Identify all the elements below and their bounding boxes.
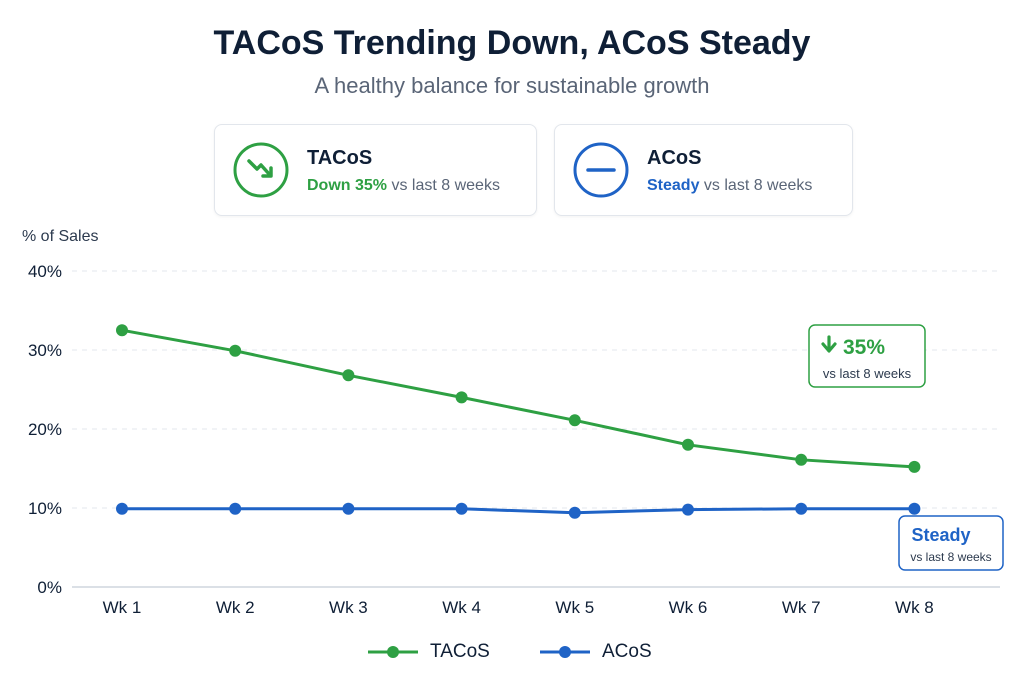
y-tick-label: 30% bbox=[28, 341, 62, 360]
chart-subtitle: A healthy balance for sustainable growth bbox=[314, 73, 710, 98]
data-point-tacos bbox=[342, 369, 355, 382]
x-tick-label: Wk 3 bbox=[329, 598, 368, 617]
legend-swatch-tacos bbox=[368, 646, 418, 658]
series-line-tacos bbox=[121, 328, 915, 469]
data-point-acos bbox=[455, 502, 468, 515]
data-point-tacos bbox=[682, 438, 694, 451]
data-point-tacos bbox=[795, 453, 808, 466]
x-tick-label: Wk 7 bbox=[782, 598, 821, 617]
acos-card-status: Steady vs last 8 weeks bbox=[647, 177, 812, 195]
data-point-tacos bbox=[568, 414, 581, 427]
chart-legend: TACoS ACoS bbox=[0, 640, 1024, 664]
data-point-tacos bbox=[455, 391, 468, 404]
series-line-acos bbox=[122, 507, 915, 515]
acos-callout-note: vs last 8 weeks bbox=[910, 550, 991, 564]
tacos-callout-note: vs last 8 weeks bbox=[823, 366, 912, 381]
y-axis-label: % of Sales bbox=[22, 228, 98, 245]
acos-callout-value: Steady bbox=[911, 525, 970, 545]
y-tick-label: 10% bbox=[28, 499, 62, 518]
tacos-summary-card: TACoS Down 35% vs last 8 weeks bbox=[214, 124, 537, 216]
legend-swatch-acos bbox=[540, 646, 590, 658]
data-point-tacos bbox=[116, 324, 128, 337]
line-chart: % of Sales 0% 10% 20% 30% 40% Wk 1 Wk 2 Wk 3 Wk 4… bbox=[22, 228, 1004, 617]
data-point-acos bbox=[568, 506, 581, 519]
data-point-tacos bbox=[229, 344, 242, 357]
tacos-card-title: TACoS bbox=[307, 147, 373, 169]
legend-label-acos: ACoS bbox=[602, 641, 652, 662]
acos-card-period: vs last 8 weeks bbox=[703, 177, 813, 194]
minus-circle-icon bbox=[573, 142, 629, 198]
data-point-acos bbox=[229, 502, 242, 515]
acos-card-title: ACoS bbox=[647, 147, 702, 169]
x-tick-label: Wk 6 bbox=[669, 598, 708, 617]
x-tick-label: Wk 2 bbox=[216, 598, 255, 617]
data-point-acos bbox=[908, 502, 921, 515]
data-point-acos bbox=[342, 502, 355, 515]
tacos-card-status: Down 35% vs last 8 weeks bbox=[307, 177, 500, 195]
x-tick-label: Wk 5 bbox=[555, 598, 594, 617]
tacos-card-period: vs last 8 weeks bbox=[391, 177, 500, 194]
acos-card-highlight: Steady bbox=[647, 177, 700, 194]
x-tick-label: Wk 4 bbox=[442, 598, 481, 617]
tacos-card-highlight: Down 35% bbox=[307, 177, 388, 194]
tacos-callout-box bbox=[808, 324, 926, 388]
data-point-acos bbox=[116, 502, 128, 515]
trend-down-icon bbox=[233, 142, 289, 198]
chart-title: TACoS Trending Down, ACoS Steady bbox=[213, 24, 811, 62]
tacos-callout-value: 35% bbox=[843, 336, 885, 359]
data-point-acos bbox=[795, 502, 808, 515]
x-tick-label: Wk 1 bbox=[103, 598, 142, 617]
acos-summary-card: ACoS Steady vs last 8 weeks bbox=[554, 124, 853, 216]
x-tick-label: Wk 8 bbox=[895, 598, 934, 617]
data-point-acos bbox=[682, 503, 694, 516]
y-tick-label: 20% bbox=[28, 420, 62, 439]
y-tick-label: 0% bbox=[37, 578, 62, 597]
arrow-down-icon bbox=[821, 335, 837, 353]
acos-callout-box bbox=[898, 515, 1004, 571]
legend-label-tacos: TACoS bbox=[430, 641, 490, 662]
data-point-tacos bbox=[908, 460, 921, 473]
y-tick-label: 40% bbox=[28, 262, 62, 281]
